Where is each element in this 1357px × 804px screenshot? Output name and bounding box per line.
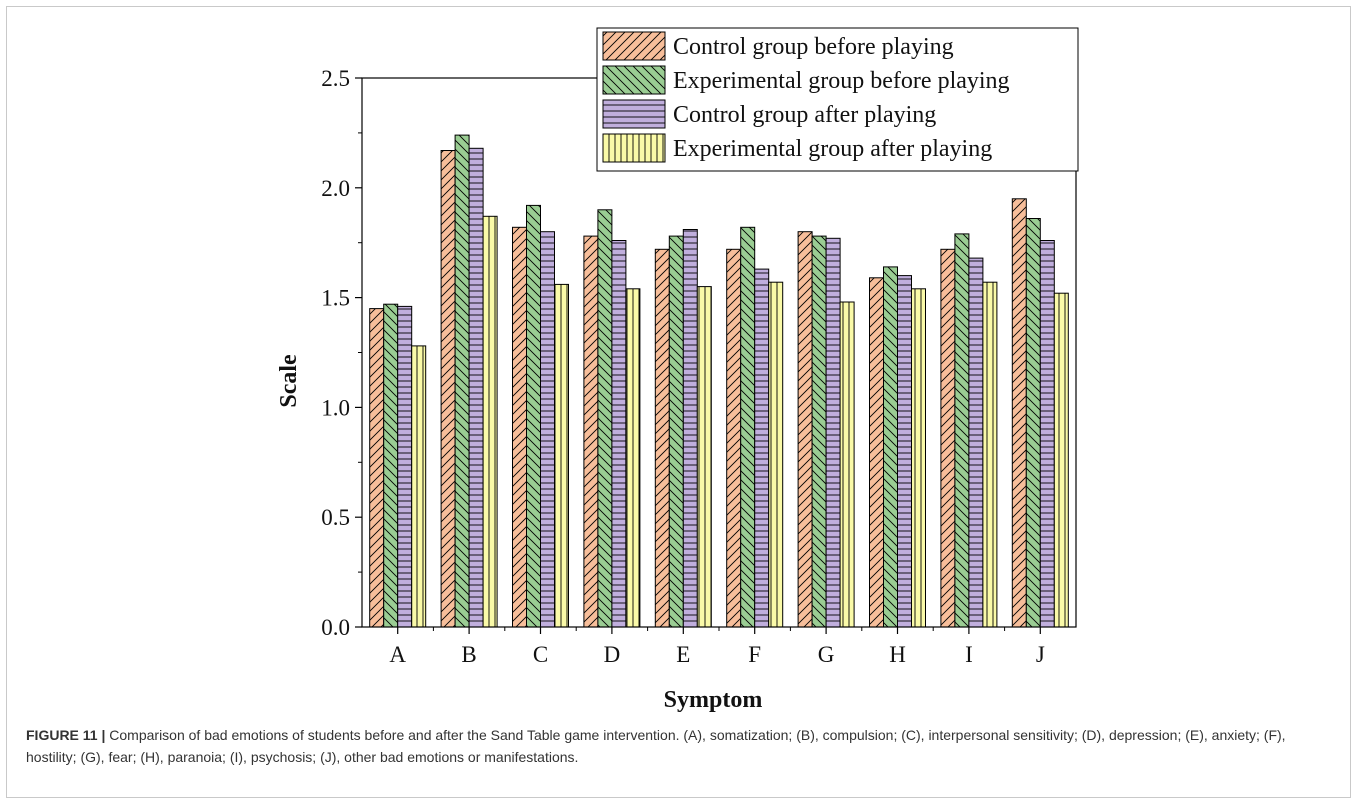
legend-swatch-1 <box>602 31 666 61</box>
bar-b-series-3 <box>468 147 484 628</box>
bar-i-series-2 <box>954 233 970 628</box>
bars-group <box>369 134 1069 628</box>
figure-label: FIGURE 11 | <box>26 727 106 743</box>
x-tick-label: H <box>889 642 906 667</box>
x-tick-label: B <box>461 642 476 667</box>
legend-label-2: Experimental group before playing <box>673 68 1010 94</box>
bar-d-series-2 <box>597 209 613 628</box>
bar-j-series-3 <box>1039 240 1055 628</box>
bar-i-series-3 <box>968 257 984 628</box>
bar-g-series-4 <box>839 301 855 628</box>
bar-a-series-4 <box>411 345 427 628</box>
bar-b-series-2 <box>454 134 470 628</box>
bar-c-series-1 <box>512 226 527 628</box>
bar-a-series-1 <box>369 308 385 628</box>
bar-j-series-1 <box>1011 198 1027 628</box>
bar-g-series-1 <box>797 231 813 628</box>
y-tick-label: 2.0 <box>321 176 350 201</box>
legend-label-3: Control group after playing <box>673 102 936 128</box>
bar-j-series-4 <box>1053 292 1069 628</box>
y-tick-label: 2.5 <box>321 66 350 91</box>
bar-d-series-1 <box>583 235 599 628</box>
bar-h-series-2 <box>883 266 898 628</box>
bar-chart: Scale Symptom 0.0 0.5 1.0 1.5 2.0 2.5 A B C D E F G H… <box>276 27 1079 713</box>
bar-h-series-3 <box>897 275 912 628</box>
y-axis-title: Scale <box>276 354 302 408</box>
bar-e-series-2 <box>668 235 684 628</box>
bar-c-series-3 <box>540 231 555 628</box>
bar-f-series-2 <box>740 226 756 628</box>
bar-f-series-1 <box>726 248 742 628</box>
legend-label-4: Experimental group after playing <box>673 136 992 162</box>
bar-i-series-4 <box>982 281 998 628</box>
bar-d-series-3 <box>611 240 627 628</box>
legend: Control group before playing Experimental… <box>596 27 1079 172</box>
bar-i-series-1 <box>940 248 956 628</box>
bar-j-series-2 <box>1025 218 1041 628</box>
bar-c-series-2 <box>526 204 541 628</box>
legend-swatch-2 <box>602 65 666 95</box>
x-axis-title: Symptom <box>664 687 763 713</box>
y-tick-label: 0.0 <box>321 615 350 640</box>
bar-e-series-1 <box>654 248 670 628</box>
bar-e-series-3 <box>682 229 698 628</box>
bar-c-series-4 <box>554 283 569 628</box>
legend-label-1: Control group before playing <box>673 34 954 60</box>
y-tick-label: 1.0 <box>321 395 350 420</box>
bar-a-series-2 <box>383 303 399 628</box>
x-tick-label: D <box>604 642 621 667</box>
x-tick-label: E <box>676 642 690 667</box>
bar-b-series-1 <box>440 150 456 628</box>
figure-caption: FIGURE 11 | Comparison of bad emotions o… <box>26 724 1326 768</box>
figure-caption-text: Comparison of bad emotions of students b… <box>26 727 1286 765</box>
x-tick-label: C <box>533 642 548 667</box>
x-tick-label: A <box>389 642 406 667</box>
bar-a-series-3 <box>397 305 413 628</box>
legend-swatch-4 <box>602 133 666 163</box>
x-tick-label: F <box>748 642 761 667</box>
x-tick-label: I <box>965 642 973 667</box>
bar-b-series-4 <box>482 215 498 628</box>
legend-swatch-3 <box>602 99 666 129</box>
bar-d-series-4 <box>625 288 641 628</box>
bar-h-series-4 <box>911 288 926 628</box>
bar-f-series-3 <box>754 268 770 628</box>
y-tick-label: 1.5 <box>321 286 350 311</box>
bar-f-series-4 <box>768 281 784 628</box>
bar-g-series-3 <box>825 237 841 628</box>
x-tick-label: G <box>818 642 835 667</box>
y-tick-label: 0.5 <box>321 505 350 530</box>
x-tick-label: J <box>1036 642 1045 667</box>
bar-h-series-1 <box>869 277 884 628</box>
legend-box <box>596 27 1079 172</box>
bar-e-series-4 <box>696 286 712 628</box>
bar-g-series-2 <box>811 235 827 628</box>
